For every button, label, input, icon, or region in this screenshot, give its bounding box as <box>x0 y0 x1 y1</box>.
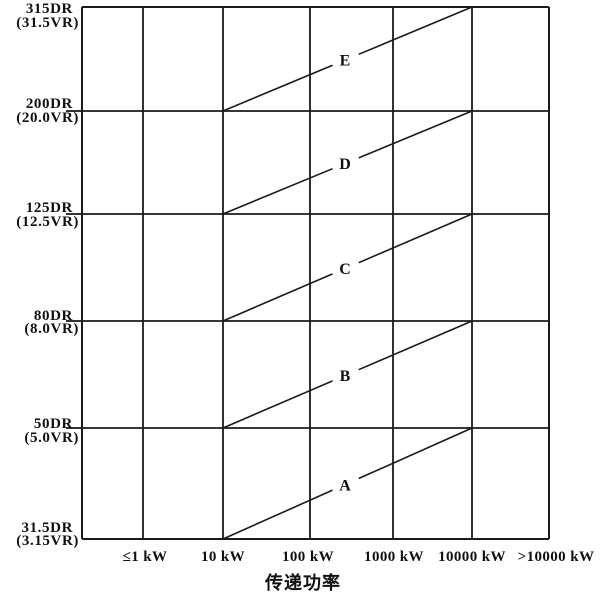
y-axis-label-vr-0: (3.15VR) <box>16 533 79 549</box>
x-axis-tick-label-2: 100 kW <box>282 549 334 565</box>
x-axis-title: 传递功率 <box>264 572 341 593</box>
y-axis-label-vr-4: (20.0VR) <box>16 110 79 126</box>
series-label-B: B <box>340 368 351 385</box>
series-line-C-upper <box>358 213 473 264</box>
series-line-A-upper <box>358 427 473 480</box>
series-line-D-lower <box>222 167 333 215</box>
y-axis-label-dr-5: 315DR <box>26 1 73 17</box>
series-line-C-lower <box>222 273 333 322</box>
y-axis-label-vr-3: (12.5VR) <box>16 214 79 230</box>
y-axis-label-dr-4: 200DR <box>26 96 73 112</box>
y-axis-label-vr-2: (8.0VR) <box>24 321 79 337</box>
y-axis-label-vr-1: (5.0VR) <box>24 430 79 446</box>
series-line-B-lower <box>222 380 333 429</box>
y-axis-label-vr-5: (31.5VR) <box>16 15 79 31</box>
series-line-A-lower <box>222 489 333 540</box>
y-axis-label-dr-3: 125DR <box>26 200 73 216</box>
y-axis-label-dr-2: 80DR <box>34 308 73 324</box>
series-line-E-lower <box>222 64 333 112</box>
x-axis-tick-label-1: 10 kW <box>201 549 245 565</box>
x-axis-tick-label-0: ≤1 kW <box>123 549 168 565</box>
series-label-C: C <box>339 261 351 278</box>
series-label-E: E <box>340 53 351 70</box>
x-axis-tick-label-3: 1000 kW <box>364 549 424 565</box>
x-axis-tick-label-4: 10000 kW <box>438 549 506 565</box>
series-line-E-upper <box>358 6 473 56</box>
y-axis-label-dr-1: 50DR <box>34 416 73 432</box>
series-label-A: A <box>339 477 351 494</box>
series-label-D: D <box>339 156 351 173</box>
x-axis-tick-label-5: >10000 kW <box>518 549 595 565</box>
series-line-D-upper <box>358 110 473 159</box>
y-axis-label-dr-0: 31.5DR <box>21 520 73 536</box>
series-line-B-upper <box>358 320 473 371</box>
